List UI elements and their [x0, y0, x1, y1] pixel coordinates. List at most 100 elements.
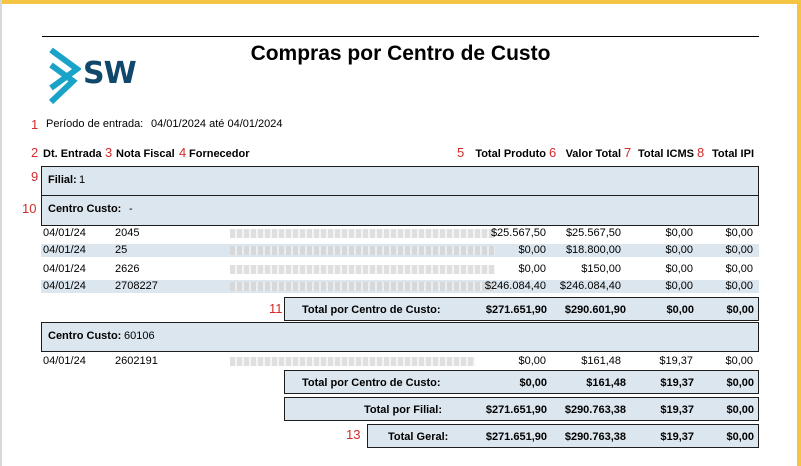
row-nota-fiscal: 2602191 — [115, 355, 158, 367]
period-value: 04/01/2024 até 04/01/2024 — [151, 118, 283, 130]
row-valor-total: $150,00 — [581, 263, 621, 275]
cost-center-label: Centro Custo: — [48, 203, 122, 215]
total-ipi: $0,00 — [726, 431, 754, 443]
row-total-icms: $19,37 — [659, 355, 693, 367]
total-produto: $271.651,90 — [485, 431, 547, 443]
cost-center-band: Centro Custo: 60106 — [41, 322, 759, 352]
grand-total-label: Total Geral: — [388, 431, 449, 443]
column-header-nota-fiscal: Nota Fiscal — [116, 148, 175, 160]
row-date: 04/01/24 — [43, 227, 86, 239]
header-rule — [42, 36, 759, 37]
column-header-total-icms: Total ICMS — [637, 148, 694, 160]
annotation-marker-7: 7 — [624, 145, 632, 160]
row-total-ipi: $0,00 — [725, 280, 753, 292]
filial-label: Filial: — [48, 174, 77, 186]
annotation-marker-8: 8 — [697, 145, 705, 160]
filial-value: 1 — [79, 174, 86, 186]
table-row[interactable]: 04/01/24 25 $0,00 $18.800,00 $0,00 $0,00 — [41, 244, 759, 257]
total-valor: $290.763,38 — [564, 404, 626, 416]
annotation-marker-11: 11 — [269, 301, 283, 316]
window-right-border — [797, 0, 801, 466]
cost-center-value: - — [129, 203, 133, 215]
redacted-supplier — [230, 246, 495, 255]
annotation-marker-5: 5 — [457, 145, 465, 160]
total-valor: $161,48 — [586, 377, 626, 389]
row-total-ipi: $0,00 — [725, 227, 753, 239]
total-ipi: $0,00 — [726, 304, 754, 316]
redacted-supplier — [230, 357, 475, 366]
row-nota-fiscal: 2626 — [115, 263, 140, 275]
window-left-border — [0, 0, 2, 466]
company-logo: SW — [47, 47, 159, 105]
row-valor-total: $25.567,50 — [565, 227, 621, 239]
row-total-produto: $246.084,40 — [484, 280, 546, 292]
row-total-ipi: $0,00 — [725, 263, 753, 275]
sw-logo-mark-icon — [48, 47, 83, 105]
total-valor: $290.601,90 — [564, 304, 626, 316]
row-valor-total: $18.800,00 — [565, 244, 621, 256]
filial-band: Filial: 1 — [41, 166, 759, 196]
row-total-icms: $0,00 — [665, 280, 693, 292]
annotation-marker-13: 13 — [346, 427, 361, 442]
window-top-border — [0, 0, 801, 4]
table-row[interactable]: 04/01/24 2626 $0,00 $150,00 $0,00 $0,00 — [41, 263, 759, 276]
annotation-marker-4: 4 — [179, 145, 187, 160]
annotation-marker-9: 9 — [31, 169, 39, 184]
row-total-icms: $0,00 — [665, 244, 693, 256]
annotation-marker-3: 3 — [105, 145, 113, 160]
total-produto: $271.651,90 — [485, 404, 547, 416]
annotation-marker-2: 2 — [31, 145, 39, 160]
total-ipi: $0,00 — [726, 377, 754, 389]
row-total-icms: $0,00 — [665, 263, 693, 275]
total-valor: $290.763,38 — [564, 431, 626, 443]
row-total-produto: $0,00 — [518, 244, 546, 256]
row-date: 04/01/24 — [43, 355, 86, 367]
row-total-produto: $0,00 — [518, 355, 546, 367]
cost-center-band: Centro Custo: - — [41, 195, 759, 226]
cost-center-total-label: Total por Centro de Custo: — [302, 377, 441, 389]
row-nota-fiscal: 2045 — [115, 227, 140, 239]
cost-center-total-row: Total por Centro de Custo: $0,00 $161,48… — [284, 370, 759, 394]
column-header-valor-total: Valor Total — [565, 148, 621, 160]
row-valor-total: $161,48 — [581, 355, 621, 367]
redacted-supplier — [230, 282, 495, 291]
grand-total-row: Total Geral: $271.651,90 $290.763,38 $19… — [367, 424, 759, 448]
row-total-icms: $0,00 — [665, 227, 693, 239]
redacted-supplier — [230, 265, 495, 274]
total-icms: $0,00 — [666, 304, 694, 316]
table-row[interactable]: 04/01/24 2708227 $246.084,40 $246.084,40… — [41, 280, 759, 293]
period-label: Período de entrada: — [46, 118, 144, 130]
column-header-fornecedor: Fornecedor — [189, 148, 250, 160]
annotation-marker-6: 6 — [549, 145, 557, 160]
total-icms: $19,37 — [660, 404, 694, 416]
cost-center-total-label: Total por Centro de Custo: — [302, 304, 441, 316]
filial-total-label: Total por Filial: — [364, 404, 443, 416]
logo-text: SW — [83, 56, 137, 91]
column-header-dt-entrada: Dt. Entrada — [43, 148, 102, 160]
table-row[interactable]: 04/01/24 2602191 $0,00 $161,48 $19,37 $0… — [41, 355, 759, 368]
row-date: 04/01/24 — [43, 263, 86, 275]
row-total-produto: $0,00 — [518, 263, 546, 275]
row-total-ipi: $0,00 — [725, 355, 753, 367]
annotation-marker-10: 10 — [22, 201, 37, 216]
cost-center-total-row: Total por Centro de Custo: $271.651,90 $… — [284, 297, 759, 321]
cost-center-value: 60106 — [124, 330, 155, 342]
total-icms: $19,37 — [660, 431, 694, 443]
total-icms: $19,37 — [660, 377, 694, 389]
row-total-produto: $25.567,50 — [490, 227, 546, 239]
filial-total-row: Total por Filial: $271.651,90 $290.763,3… — [284, 397, 759, 421]
column-header-total-ipi: Total IPI — [712, 148, 754, 160]
total-ipi: $0,00 — [726, 404, 754, 416]
table-row[interactable]: 04/01/24 2045 $25.567,50 $25.567,50 $0,0… — [41, 227, 759, 240]
row-nota-fiscal: 25 — [115, 244, 128, 256]
row-nota-fiscal: 2708227 — [115, 280, 158, 292]
row-total-ipi: $0,00 — [725, 244, 753, 256]
row-valor-total: $246.084,40 — [559, 280, 621, 292]
row-date: 04/01/24 — [43, 244, 86, 256]
total-produto: $271.651,90 — [485, 304, 547, 316]
redacted-supplier — [230, 229, 495, 238]
total-produto: $0,00 — [519, 377, 547, 389]
column-header-total-produto: Total Produto — [475, 148, 546, 160]
report-title: Compras por Centro de Custo — [250, 42, 551, 65]
annotation-marker-1: 1 — [31, 117, 39, 132]
